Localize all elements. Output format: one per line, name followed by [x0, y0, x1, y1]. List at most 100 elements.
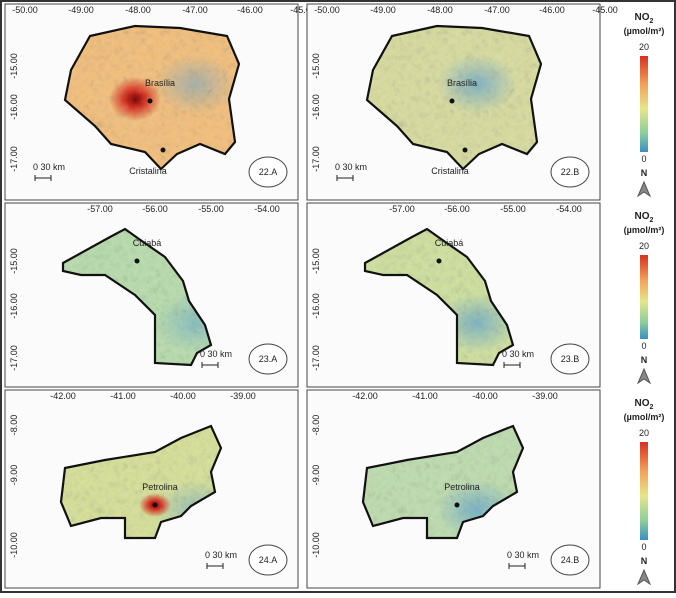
- latitude-label: -15.00: [311, 53, 321, 79]
- latitude-label: -17.00: [9, 345, 19, 371]
- longitude-label: -47.00: [484, 5, 510, 15]
- latitude-label: -17.00: [311, 146, 321, 172]
- latitude-label: -17.00: [9, 146, 19, 172]
- legend-title: NO2: [635, 211, 654, 224]
- north-arrow: [636, 180, 652, 198]
- panel-label: 24.B: [561, 555, 580, 565]
- city-dot: [454, 502, 460, 508]
- city-dot: [449, 98, 455, 104]
- longitude-label: -41.00: [412, 391, 438, 401]
- legend-title-sub: 2: [650, 18, 654, 25]
- longitude-label: -47.00: [182, 5, 208, 15]
- legend: NO2(µmol/m²) 20 0 N: [624, 398, 665, 586]
- color-bar: [640, 255, 648, 339]
- city-label: Petrolina: [444, 482, 480, 492]
- longitude-label: -57.00: [87, 204, 113, 214]
- latitude-label: -10.00: [9, 532, 19, 558]
- longitude-label: -49.00: [68, 5, 94, 15]
- city-dot: [147, 98, 153, 104]
- longitude-label: -55.00: [198, 204, 224, 214]
- legend-min: 0: [641, 154, 646, 164]
- legend-unit: (µmol/m²): [624, 412, 665, 422]
- longitude-label: -42.00: [352, 391, 378, 401]
- legend-unit: (µmol/m²): [624, 225, 665, 235]
- legend: NO2(µmol/m²) 20 0 N: [624, 12, 665, 198]
- latitude-label: -15.00: [311, 248, 321, 274]
- latitude-label: -8.00: [9, 415, 19, 436]
- longitude-label: -39.00: [230, 391, 256, 401]
- longitude-label: -48.00: [125, 5, 151, 15]
- label-circle: [550, 156, 590, 188]
- legend-min: 0: [641, 341, 646, 351]
- city-dot: [152, 502, 158, 508]
- latitude-label: -15.00: [9, 53, 19, 79]
- latitude-label: -16.00: [311, 293, 321, 319]
- panel-label: 23.A: [259, 354, 278, 364]
- legend-max: 20: [639, 241, 649, 251]
- city-dot: [462, 147, 468, 153]
- scale-label: 0 30 km: [33, 162, 65, 172]
- scale-label: 0 30 km: [335, 162, 367, 172]
- city-label: Cuiabá: [435, 238, 464, 248]
- latitude-label: -17.00: [311, 345, 321, 371]
- north-arrow: [636, 568, 652, 586]
- longitude-label: -49.00: [370, 5, 396, 15]
- legend-max: 20: [639, 428, 649, 438]
- legend-title-main: NO: [635, 398, 650, 409]
- city-dot: [436, 258, 442, 264]
- scale-label: 0 30 km: [205, 550, 237, 560]
- longitude-label: -55.00: [500, 204, 526, 214]
- panel-label: 22.B: [561, 167, 580, 177]
- legend-min: 0: [641, 542, 646, 552]
- label-circle: [248, 343, 288, 375]
- region-outline: [365, 24, 543, 171]
- longitude-label: -40.00: [170, 391, 196, 401]
- legend-title-sub: 2: [650, 217, 654, 224]
- map-panel: -57.00 -56.00 -55.00 -54.00 -15.00 -16.00 -17.…: [4, 202, 299, 388]
- panel-label: 22.A: [259, 167, 278, 177]
- longitude-label: -45.00: [290, 5, 316, 15]
- longitude-label: -46.00: [539, 5, 565, 15]
- city-label: Cristalina: [129, 166, 167, 176]
- city-label: Brasília: [447, 78, 477, 88]
- label-circle: [550, 544, 590, 576]
- legend-title-main: NO: [635, 12, 650, 23]
- region-outline: [63, 24, 241, 171]
- latitude-label: -9.00: [9, 465, 19, 486]
- longitude-label: -46.00: [237, 5, 263, 15]
- label-circle: [248, 544, 288, 576]
- legend-unit: (µmol/m²): [624, 26, 665, 36]
- latitude-label: -8.00: [311, 415, 321, 436]
- legend-max: 20: [639, 42, 649, 52]
- scale-bar: [206, 563, 224, 569]
- scale-label: 0 30 km: [502, 349, 534, 359]
- latitude-label: -16.00: [9, 293, 19, 319]
- region-outline: [61, 227, 213, 367]
- legend-title-main: NO: [635, 211, 650, 222]
- longitude-label: -54.00: [254, 204, 280, 214]
- label-circle: [550, 343, 590, 375]
- city-label: Petrolina: [142, 482, 178, 492]
- longitude-label: -50.00: [314, 5, 340, 15]
- scale-bar: [503, 362, 521, 368]
- scale-bar: [508, 563, 526, 569]
- north-label: N: [641, 168, 648, 178]
- longitude-label: -40.00: [472, 391, 498, 401]
- longitude-label: -45.00: [592, 5, 618, 15]
- north-arrow: [636, 367, 652, 385]
- longitude-label: -42.00: [50, 391, 76, 401]
- map-panel: -50.00 -49.00 -48.00 -47.00 -46.00 -45.00 -15.…: [306, 3, 618, 201]
- legend: NO2(µmol/m²) 20 0 N: [624, 211, 665, 385]
- city-label: Cristalina: [431, 166, 469, 176]
- legend-title: NO2: [635, 398, 654, 411]
- north-label: N: [641, 355, 648, 365]
- color-bar: [640, 442, 648, 540]
- north-label: N: [641, 556, 648, 566]
- region-outline: [361, 424, 525, 540]
- latitude-label: -16.00: [311, 94, 321, 120]
- longitude-label: -39.00: [532, 391, 558, 401]
- longitude-label: -41.00: [110, 391, 136, 401]
- city-label: Cuiabá: [133, 238, 162, 248]
